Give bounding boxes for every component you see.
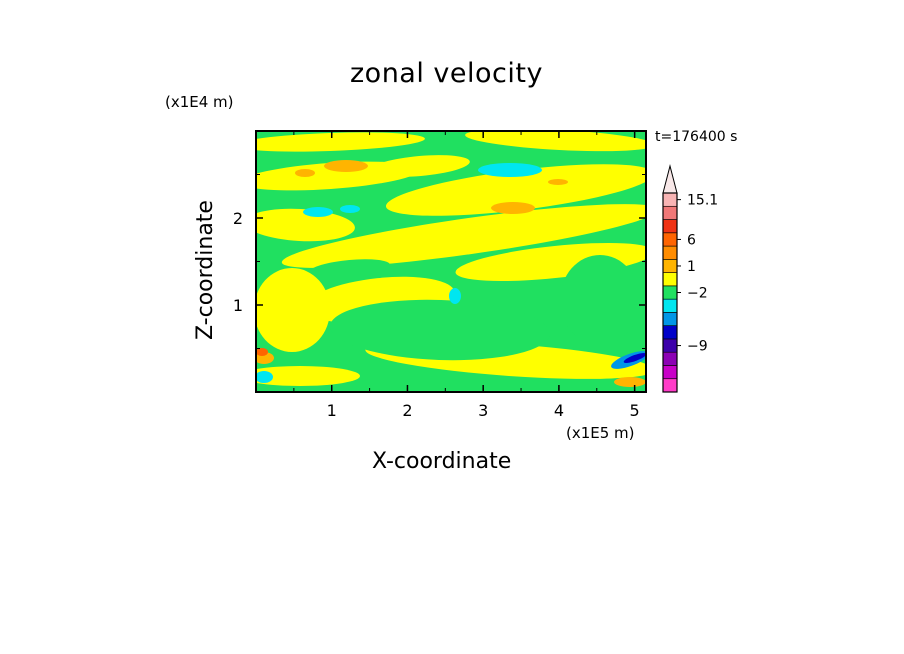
y-axis-multiplier: (x1E4 m) bbox=[165, 93, 234, 111]
axis-ticks: 1 2 3 4 5 1 2 bbox=[233, 131, 646, 420]
y-tick-label: 1 bbox=[233, 296, 243, 315]
orange-patch bbox=[491, 202, 535, 214]
neutral-band bbox=[290, 193, 370, 207]
positive-band bbox=[256, 132, 425, 152]
x-tick-label: 2 bbox=[402, 401, 412, 420]
orange-patch bbox=[295, 169, 315, 177]
colorbar-level bbox=[662, 232, 678, 247]
positive-band bbox=[256, 366, 360, 386]
x-tick-label: 5 bbox=[630, 401, 640, 420]
colorbar-max-arrow bbox=[662, 164, 678, 194]
orange-patch bbox=[548, 179, 568, 185]
colorbar: 15.1 6 1 −2 −9 bbox=[662, 164, 718, 393]
colorbar-level bbox=[662, 219, 678, 234]
neutral-band bbox=[310, 259, 390, 277]
colorbar-label: −2 bbox=[687, 286, 708, 302]
colorbar-level bbox=[662, 325, 678, 340]
positive-band bbox=[281, 204, 646, 268]
neutral-band bbox=[330, 299, 550, 361]
cyan-patch bbox=[449, 288, 461, 304]
colorbar-level bbox=[662, 298, 678, 313]
colorbar-level bbox=[662, 245, 678, 260]
colorbar-label: 15.1 bbox=[687, 193, 718, 209]
navy-patch bbox=[623, 353, 646, 363]
colorbar-level bbox=[662, 272, 678, 287]
neutral-band bbox=[560, 255, 640, 345]
colorbar-level bbox=[662, 285, 678, 300]
cyan-patch bbox=[256, 371, 273, 383]
red-patch bbox=[256, 348, 268, 356]
cyan-patch bbox=[303, 207, 333, 217]
colorbar-level bbox=[662, 205, 678, 220]
positive-band bbox=[256, 268, 330, 352]
colorbar-label: 6 bbox=[687, 232, 696, 248]
colorbar-level bbox=[662, 365, 678, 380]
colorbar-level bbox=[662, 351, 678, 366]
positive-band bbox=[385, 164, 646, 216]
cyan-patch bbox=[478, 163, 542, 177]
chart-title: zonal velocity bbox=[350, 58, 543, 89]
colorbar-level bbox=[662, 338, 678, 353]
positive-band bbox=[256, 208, 355, 242]
x-tick-label: 4 bbox=[554, 401, 564, 420]
time-label: t=176400 s bbox=[655, 129, 738, 145]
x-tick-label: 3 bbox=[478, 401, 488, 420]
x-axis-multiplier: (x1E5 m) bbox=[566, 424, 635, 442]
y-tick-label: 2 bbox=[233, 209, 243, 228]
colorbar-level bbox=[662, 259, 678, 273]
x-tick-label: 1 bbox=[327, 401, 337, 420]
colorbar-level bbox=[662, 192, 678, 207]
colorbar-label: −9 bbox=[687, 339, 708, 355]
colorbar-level bbox=[662, 312, 678, 326]
colorbar-level bbox=[662, 378, 678, 393]
positive-band bbox=[455, 242, 646, 282]
positive-band bbox=[465, 131, 646, 152]
cyan-patch bbox=[340, 205, 360, 213]
orange-patch bbox=[324, 160, 368, 172]
x-axis-label: X-coordinate bbox=[372, 449, 512, 474]
positive-band bbox=[370, 155, 470, 177]
colorbar-label: 1 bbox=[687, 259, 696, 275]
orange-patch bbox=[614, 377, 646, 387]
velocity-field bbox=[256, 131, 646, 392]
